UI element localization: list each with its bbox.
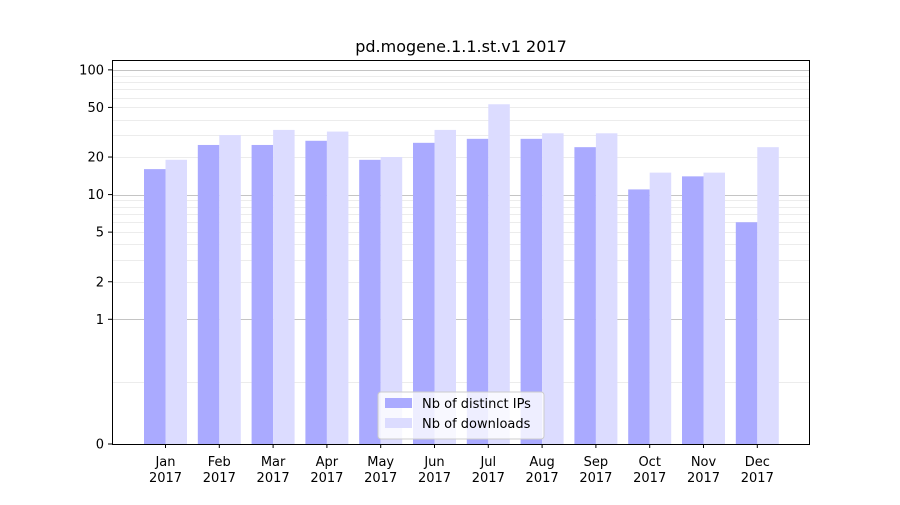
bar-distinct-ips (251, 144, 274, 445)
legend-label: Nb of downloads (422, 417, 531, 432)
x-axis: Jan 2017 Feb 2017 Mar 2017 Apr 2017 May 2017 Jun 20… (149, 444, 774, 486)
bar-distinct-ips (574, 147, 596, 444)
bar-distinct-ips (628, 189, 650, 444)
bar-distinct-ips (144, 169, 166, 444)
bar-downloads (380, 157, 403, 444)
x-tick-label: Mar 2017 (257, 455, 290, 486)
y-tick-label: 20 (87, 151, 104, 166)
bar-downloads (542, 133, 564, 444)
legend-label: Nb of distinct IPs (422, 397, 531, 412)
bar-distinct-ips (735, 222, 758, 444)
y-axis: 0 1 2 5 10 20 50 100 (79, 63, 112, 453)
y-tick-label: 10 (87, 188, 104, 203)
y-tick-label: 5 (96, 226, 104, 241)
bars-layer (144, 104, 779, 445)
bar-downloads (703, 172, 725, 444)
bar-downloads (649, 172, 672, 444)
y-tick-label: 0 (96, 438, 104, 453)
legend-swatch (385, 418, 412, 428)
x-tick-label: Oct 2017 (633, 455, 666, 486)
bar-downloads (595, 133, 618, 444)
x-tick-label: Feb 2017 (203, 455, 236, 486)
bar-downloads (326, 131, 349, 445)
x-tick-label: Nov 2017 (687, 455, 720, 486)
bar-downloads (219, 135, 241, 445)
x-tick-label: Aug 2017 (526, 455, 559, 486)
bar-downloads (488, 104, 510, 445)
y-tick-label: 1 (96, 313, 104, 328)
y-tick-label: 100 (79, 63, 104, 78)
plot-frame (112, 60, 810, 445)
x-tick-label: Jan 2017 (149, 455, 182, 486)
bar-downloads (273, 129, 295, 444)
bar-distinct-ips (682, 176, 704, 444)
bar-distinct-ips (413, 142, 435, 445)
legend-swatch (385, 398, 412, 408)
bar-distinct-ips (520, 138, 543, 444)
chart-title: pd.mogene.1.1.st.v1 2017 (355, 37, 567, 56)
bar-distinct-ips (466, 138, 489, 444)
bar-downloads (165, 159, 187, 444)
x-tick-label: Dec 2017 (741, 455, 774, 486)
y-tick-label: 50 (87, 101, 104, 116)
bar-downloads (757, 147, 779, 444)
bar-downloads (434, 129, 456, 444)
x-tick-label: Jul 2017 (472, 455, 505, 486)
x-tick-label: Sep 2017 (579, 455, 612, 486)
x-tick-label: Jun 2017 (418, 455, 451, 486)
bar-distinct-ips (359, 159, 381, 444)
bar-distinct-ips (305, 140, 327, 444)
bar-distinct-ips (197, 144, 220, 445)
legend: Nb of distinct IPs Nb of downloads (377, 391, 545, 440)
x-tick-label: May 2017 (364, 455, 397, 486)
x-tick-label: Apr 2017 (310, 455, 343, 486)
y-tick-label: 2 (96, 275, 104, 290)
legend-box (377, 391, 545, 440)
